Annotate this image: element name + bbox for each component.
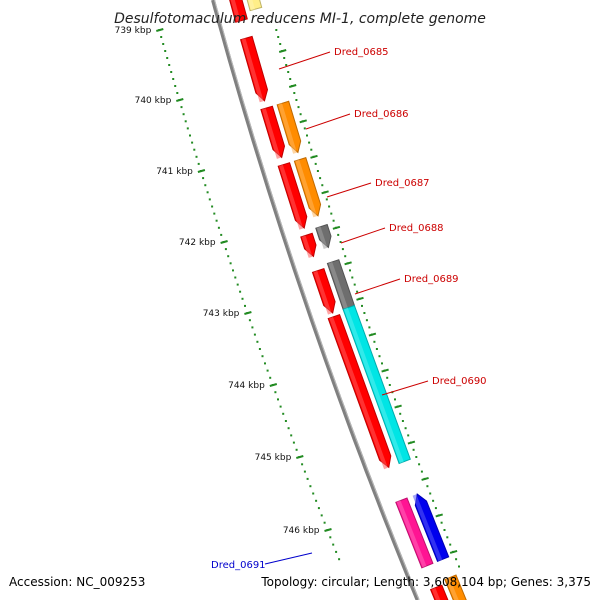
- label-leader-line: [305, 113, 351, 130]
- gene-arrow-dred-0690b: [342, 304, 411, 465]
- ruler-minor-tick: [381, 368, 389, 373]
- ruler-minor-tick: [288, 84, 297, 88]
- gene-arrow-dred-0687b: [293, 156, 322, 218]
- gene-label-dred-0687[interactable]: Dred_0687: [375, 178, 430, 189]
- kbp-ruler: 739 kbp 740 kbp 741 kbp 742 kbp 743 kbp 744 k…: [115, 26, 460, 568]
- ruler-tick-label: 744 kbp: [228, 381, 265, 391]
- label-leader-line: [354, 278, 401, 295]
- ruler-major-tick: [244, 311, 252, 315]
- ruler-major-tick: [269, 383, 278, 387]
- ruler-tick-label: 741 kbp: [156, 167, 193, 177]
- gene-label-dred-0686[interactable]: Dred_0686: [354, 109, 409, 120]
- genome-summary-text: Topology: circular; Length: 3,608,104 bp…: [261, 575, 591, 589]
- ruler-minor-tick: [435, 513, 443, 518]
- ruler-tick-label: 739 kbp: [115, 26, 152, 36]
- ruler-tick-label: 745 kbp: [255, 453, 292, 463]
- gene-arrow-dred-0686b: [276, 100, 302, 154]
- gene-labels: Dred_0685 Dred_0686 Dred_0687 Dred_0688 Dred…: [211, 47, 487, 571]
- gene-label-dred-0688[interactable]: Dred_0688: [389, 223, 444, 234]
- ruler-major-tick: [220, 240, 228, 244]
- ruler-minor-tick: [278, 49, 287, 53]
- genome-backbone: [211, 0, 420, 600]
- gene-label-dred-0685[interactable]: Dred_0685: [334, 47, 389, 58]
- gene-arrow-dred-0685: [239, 35, 269, 103]
- ruler-tick-label: 743 kbp: [203, 309, 240, 319]
- ruler-tick-label: 742 kbp: [179, 238, 216, 248]
- map-title: Desulfotomaculum reducens MI-1, complete…: [114, 11, 486, 27]
- label-leader-line: [278, 51, 331, 70]
- label-leader-line: [340, 227, 386, 244]
- gene-arrow-dred-0686a: [260, 105, 286, 159]
- ruler-minor-tick: [299, 119, 307, 124]
- gene-arrow-top-yellow: [246, 0, 263, 12]
- ruler-major-tick: [156, 28, 164, 32]
- ruler-major-tick: [296, 455, 304, 459]
- gene-label-dred-0690[interactable]: Dred_0690: [432, 376, 487, 387]
- ruler-minor-tick: [421, 476, 429, 481]
- gene-arrow-dred-0688b: [315, 223, 332, 249]
- ruler-minor-tick: [394, 404, 402, 409]
- gene-arrow-dred-0691a: [395, 497, 434, 569]
- ruler-minor-tick: [332, 225, 341, 230]
- gene-arrow-dred-0689a: [311, 267, 336, 315]
- ruler-minor-tick: [310, 154, 318, 159]
- ruler-major-tick: [324, 528, 332, 532]
- ruler-minor-tick: [356, 296, 364, 301]
- label-leader-line: [326, 182, 372, 198]
- gene-label-dred-0689[interactable]: Dred_0689: [404, 274, 459, 285]
- gene-arrow-dred-0687a: [277, 162, 308, 230]
- label-leader-line: [381, 380, 429, 396]
- ruler-tick-label: 740 kbp: [135, 96, 172, 106]
- backbone-line: [211, 0, 420, 600]
- ruler-tick-label: 746 kbp: [283, 526, 320, 536]
- gene-arrow-bottom-orange: [444, 574, 467, 600]
- ruler-minor-tick: [407, 440, 416, 445]
- gene-label-dred-0691[interactable]: Dred_0691: [211, 560, 266, 571]
- label-leader-line: [264, 552, 313, 565]
- accession-text: Accession: NC_009253: [9, 575, 146, 589]
- gene-arrow-dred-0688a: [300, 232, 317, 258]
- gene-arrow-dred-0691b: [412, 493, 450, 563]
- gene-arrow-dred-0690a: [327, 313, 392, 470]
- ruler-minor-tick: [344, 261, 352, 266]
- gene-arrow-top-red: [229, 0, 248, 23]
- ruler-major-tick: [176, 98, 184, 102]
- ruler-major-tick: [197, 169, 206, 173]
- ruler-minor-tick: [368, 332, 377, 337]
- ruler-minor-tick: [449, 549, 458, 554]
- gene-arrow-bottom-red: [429, 584, 449, 600]
- gene-features: [229, 0, 467, 600]
- ruler-minor-tick: [321, 190, 329, 195]
